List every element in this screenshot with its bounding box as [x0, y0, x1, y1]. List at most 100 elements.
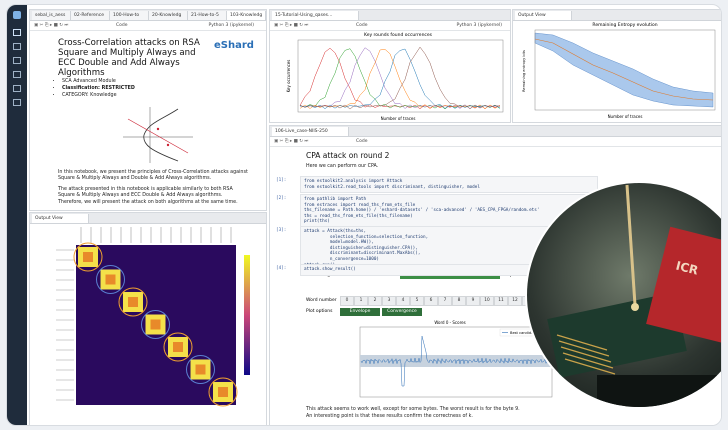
tab-bar: Output View	[30, 213, 266, 224]
word-button[interactable]: 4	[396, 296, 410, 306]
envelope	[360, 355, 552, 367]
code-line: print(ths)	[304, 219, 330, 225]
kernel-name[interactable]: Python 3 (ipykernel)	[208, 23, 254, 28]
word-button[interactable]: 5	[410, 296, 424, 306]
plot-label: Plot options	[306, 309, 333, 314]
word-button[interactable]: 10	[480, 296, 494, 306]
highlight-ring	[186, 355, 215, 384]
sidebar-icon[interactable]	[13, 57, 21, 64]
code-line: from estoolkit2.analysis import Attack	[304, 179, 403, 184]
tab[interactable]: 20-Knowledg	[149, 11, 188, 20]
tab[interactable]: Output View	[32, 214, 89, 223]
x-axis-label: Number of traces	[381, 116, 416, 121]
cell-mode[interactable]: Code	[356, 23, 368, 28]
y-axis-label: Key occurrences	[286, 60, 291, 93]
plot-button[interactable]: Envelope	[340, 308, 380, 316]
hardware-photo: ICR	[525, 181, 721, 409]
sidebar-icon[interactable]	[13, 71, 21, 78]
curve-figure	[123, 107, 193, 163]
cell-mode[interactable]: Code	[356, 139, 368, 144]
y-axis-label: Remaining entropy bits	[522, 50, 526, 92]
code-line: from pathlib import Path	[304, 197, 367, 202]
code-line: from estoolkit2.read_tools import discri…	[304, 184, 480, 190]
word-button[interactable]: 9	[466, 296, 480, 306]
sidebar-icon[interactable]	[13, 85, 21, 92]
tab[interactable]: sebal_is_aess	[32, 11, 71, 20]
code-line: ths_filename = Path.home() / 'eshard-dat…	[304, 208, 540, 214]
kernel-name[interactable]: Python 3 (ipykernel)	[456, 23, 502, 28]
tab[interactable]: 100-How-to	[110, 11, 149, 20]
window-card: sebal_is_aess 02-Reference 100-How-to 20-Kn…	[6, 4, 722, 426]
tab[interactable]: 103-Knowledg	[227, 11, 266, 20]
sidebar-icon[interactable]	[13, 29, 21, 36]
highlight-ring	[141, 310, 170, 339]
cell-mode[interactable]: Code	[116, 23, 128, 28]
trend-line	[299, 48, 501, 110]
code-line: selection_function=selection_function,	[304, 234, 429, 240]
word-button[interactable]: 6	[424, 296, 438, 306]
correlation-block-inner	[128, 297, 138, 307]
toolbar-icons[interactable]: ▣ ✂ ⎘ ▸ ■ ↻ ⏭	[274, 23, 309, 28]
tab[interactable]: Output View	[515, 11, 572, 20]
right-output-view: Output View Remaining Entropy evolution …	[512, 9, 721, 123]
intro-text: Here we can perform our CPA.	[306, 164, 379, 169]
highlight-ring	[96, 265, 125, 294]
sidebar	[7, 5, 27, 425]
highlight-ring	[73, 242, 103, 272]
paragraph: The attack presented in this notebook is…	[58, 186, 238, 205]
paragraph: In this notebook, we present the princip…	[58, 170, 248, 182]
correlation-block-inner	[105, 274, 116, 285]
svg-text:ICR: ICR	[674, 259, 699, 278]
code-line: discriminant=discriminant.MaxAbs(),	[304, 251, 421, 257]
paragraphs: In this notebook, we present the princip…	[58, 170, 248, 210]
sidebar-icon[interactable]	[13, 99, 21, 106]
main-notebook: 106-Live_case-NIIS-250 ▣ ✂ ⎘ ▸ ■ ↻ ⏭ Cod…	[269, 125, 721, 425]
word-button[interactable]: 2	[368, 296, 382, 306]
correlation-block-inner	[173, 342, 183, 352]
word-button[interactable]: 8	[452, 296, 466, 306]
code-line: distinguisher=distinguisher.CPA(),	[304, 245, 418, 251]
tab[interactable]: 106-Live_case-NIIS-250	[272, 127, 349, 136]
footer-line: An interesting point is that these resul…	[306, 414, 473, 419]
bullet-list: SCA Advanced ModuleClassification: RESTR…	[50, 78, 135, 99]
code-line: ths = read_ths_from_ets_file(ths_filenam…	[304, 213, 413, 219]
chart-title: Key rounds found occurrences	[364, 32, 433, 38]
trend-line	[299, 46, 501, 110]
highlight-ring	[163, 332, 193, 362]
word-button[interactable]: 3	[382, 296, 396, 306]
word-button[interactable]: 0	[340, 296, 354, 306]
word-button[interactable]: 12	[508, 296, 522, 306]
sidebar-icon[interactable]	[13, 43, 21, 50]
word-button[interactable]: 7	[438, 296, 452, 306]
mean-line	[534, 38, 714, 101]
plot-button[interactable]: Convergence	[382, 308, 422, 316]
code-line: n_convergence=1000)	[304, 256, 380, 262]
band-chart: Remaining Entropy evolution Number of tr…	[522, 22, 716, 119]
code-cell[interactable]: from estoolkit2.analysis import Attack fr…	[300, 176, 598, 194]
tab[interactable]: 02-Reference	[71, 11, 110, 20]
section-heading: CPA attack on round 2	[306, 151, 390, 160]
heatmap	[56, 227, 250, 407]
toolbar: ▣ ✂ ⎘ ▸ ■ ↻ ⏭ Code	[270, 137, 721, 147]
word-button[interactable]: 11	[494, 296, 508, 306]
logo: eShard	[214, 40, 254, 51]
highlight-ring	[208, 377, 238, 407]
tab-bar: sebal_is_aess 02-Reference 100-How-to 20-Kn…	[30, 10, 266, 21]
bullet-item: CATEGORY: Knowledge	[62, 92, 135, 99]
sidebar-logo[interactable]	[13, 11, 21, 19]
left-notebook: sebal_is_aess 02-Reference 100-How-to 20-Kn…	[29, 9, 267, 211]
correlation-block-inner	[195, 364, 206, 375]
colorbar	[244, 255, 250, 375]
code-line: attack.show_result()	[304, 267, 356, 272]
word-label: Word number	[306, 298, 337, 303]
tab[interactable]: 15-Tutorial-Using_qases...	[272, 11, 359, 20]
footer-line: This attack seems to work well, except f…	[306, 407, 520, 412]
toolbar-icons[interactable]: ▣ ✂ ⎘ ▸ ■ ↻ ⏭	[274, 139, 309, 144]
score-trace	[360, 335, 552, 387]
tab-bar: 106-Live_case-NIIS-250	[270, 126, 721, 137]
toolbar-icons[interactable]: ▣ ✂ ⎘ ▸ ■ ↻ ⏭	[34, 23, 69, 28]
word-button[interactable]: 1	[354, 296, 368, 306]
tab[interactable]: 21-How-to-5	[188, 11, 227, 20]
code-line: attack = Attack(ths=ths,	[304, 229, 367, 234]
